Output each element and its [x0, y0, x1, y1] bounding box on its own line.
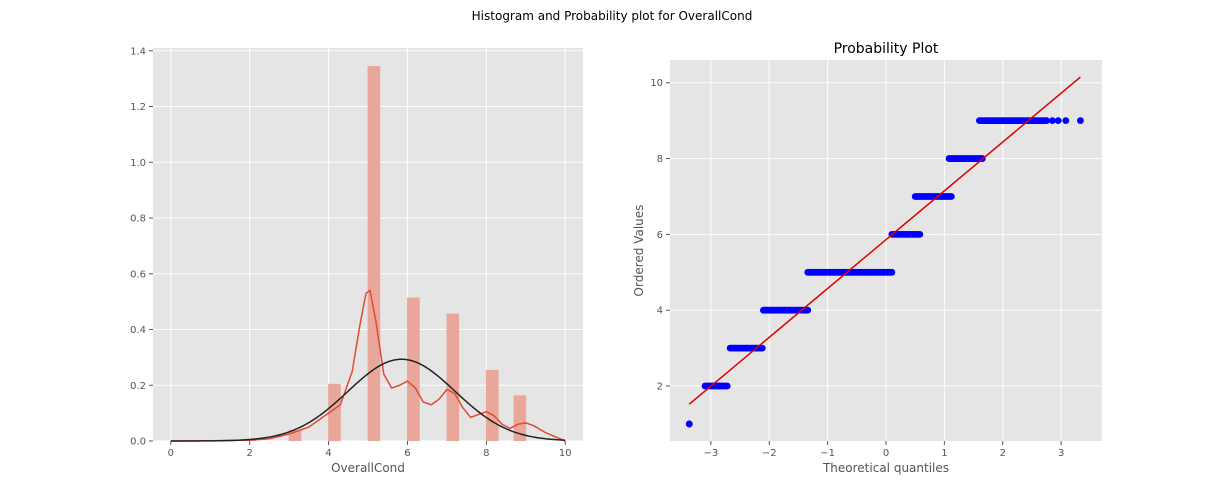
- qq-point: [723, 382, 731, 390]
- probability-y-tick-labels: 2 4 6 8 10: [650, 78, 670, 393]
- qq-point: [758, 344, 766, 352]
- kde-curve: [170, 289, 566, 442]
- y-tick-label: 10: [650, 78, 663, 89]
- y-tick-label: 4: [657, 306, 663, 317]
- histogram-bar: [288, 429, 302, 441]
- x-tick-label: 1: [941, 448, 947, 459]
- probability-x-tick-labels: −3 −2 −1 0 1 2 3: [703, 441, 1064, 459]
- x-tick-label: −2: [762, 448, 777, 459]
- y-tick-label: 8: [657, 154, 663, 165]
- y-tick-label: 0.8: [130, 214, 146, 225]
- histogram-bar: [485, 369, 499, 441]
- histogram-bar: [367, 66, 381, 442]
- x-tick-label: 6: [404, 448, 410, 459]
- y-tick-label: 0.0: [130, 437, 146, 448]
- qq-point: [1054, 117, 1062, 125]
- histogram-x-axis-label: OverallCond: [331, 461, 405, 475]
- y-tick-label: 2: [657, 382, 663, 393]
- qq-point: [1048, 117, 1056, 125]
- qq-point: [716, 382, 724, 390]
- y-tick-label: 1.2: [130, 102, 146, 113]
- probability-plot-axes: −3 −2 −1 0 1 2 3 2 4 6 8 10 Probability Plot Theor…: [632, 41, 1102, 475]
- qq-point: [947, 193, 955, 200]
- qq-point: [888, 268, 896, 276]
- y-tick-label: 0.6: [130, 269, 146, 280]
- qq-point: [1077, 117, 1084, 125]
- x-tick-label: 3: [1058, 448, 1064, 459]
- x-tick-label: −1: [820, 448, 835, 459]
- probability-y-axis-label: Ordered Values: [632, 205, 646, 297]
- x-tick-label: −3: [703, 448, 718, 459]
- normal-fit-curve: [170, 358, 566, 442]
- probability-x-axis-label: Theoretical quantiles: [822, 461, 949, 475]
- y-tick-label: 1.0: [130, 158, 146, 169]
- qq-point: [916, 230, 924, 238]
- y-tick-label: 0.2: [130, 381, 146, 392]
- x-tick-label: 0: [883, 448, 889, 459]
- histogram-y-tick-labels: 0.0 0.2 0.4 0.6 0.8 1.0 1.2 1.4: [130, 46, 153, 448]
- histogram-bar: [328, 383, 341, 441]
- qq-point: [685, 420, 693, 428]
- y-tick-label: 6: [657, 230, 663, 241]
- histogram-bar: [407, 297, 420, 441]
- x-tick-label: 2: [1000, 448, 1006, 459]
- x-tick-label: 2: [246, 448, 252, 459]
- qq-point: [804, 306, 812, 314]
- probability-plot-title: Probability Plot: [834, 41, 939, 57]
- x-tick-label: 10: [559, 448, 572, 459]
- histogram-x-tick-labels: 0 2 4 6 8 10: [168, 441, 572, 459]
- histogram-axes: 0 2 4 6 8 10 0.0 0.2 0.4 0.6 0.8 1.0 1.2 1.4 Overall…: [130, 46, 583, 475]
- qq-point: [1062, 117, 1070, 125]
- y-tick-label: 0.4: [130, 325, 146, 336]
- x-tick-label: 8: [483, 448, 489, 459]
- histogram-bar: [513, 395, 527, 441]
- x-tick-label: 0: [168, 448, 174, 459]
- y-tick-label: 1.4: [130, 46, 146, 57]
- qq-fit-line: [688, 76, 1081, 405]
- x-tick-label: 4: [325, 448, 331, 459]
- histogram-bar: [446, 313, 460, 441]
- qq-point: [1043, 117, 1050, 125]
- figure-suptitle: Histogram and Probability plot for Overa…: [472, 9, 753, 23]
